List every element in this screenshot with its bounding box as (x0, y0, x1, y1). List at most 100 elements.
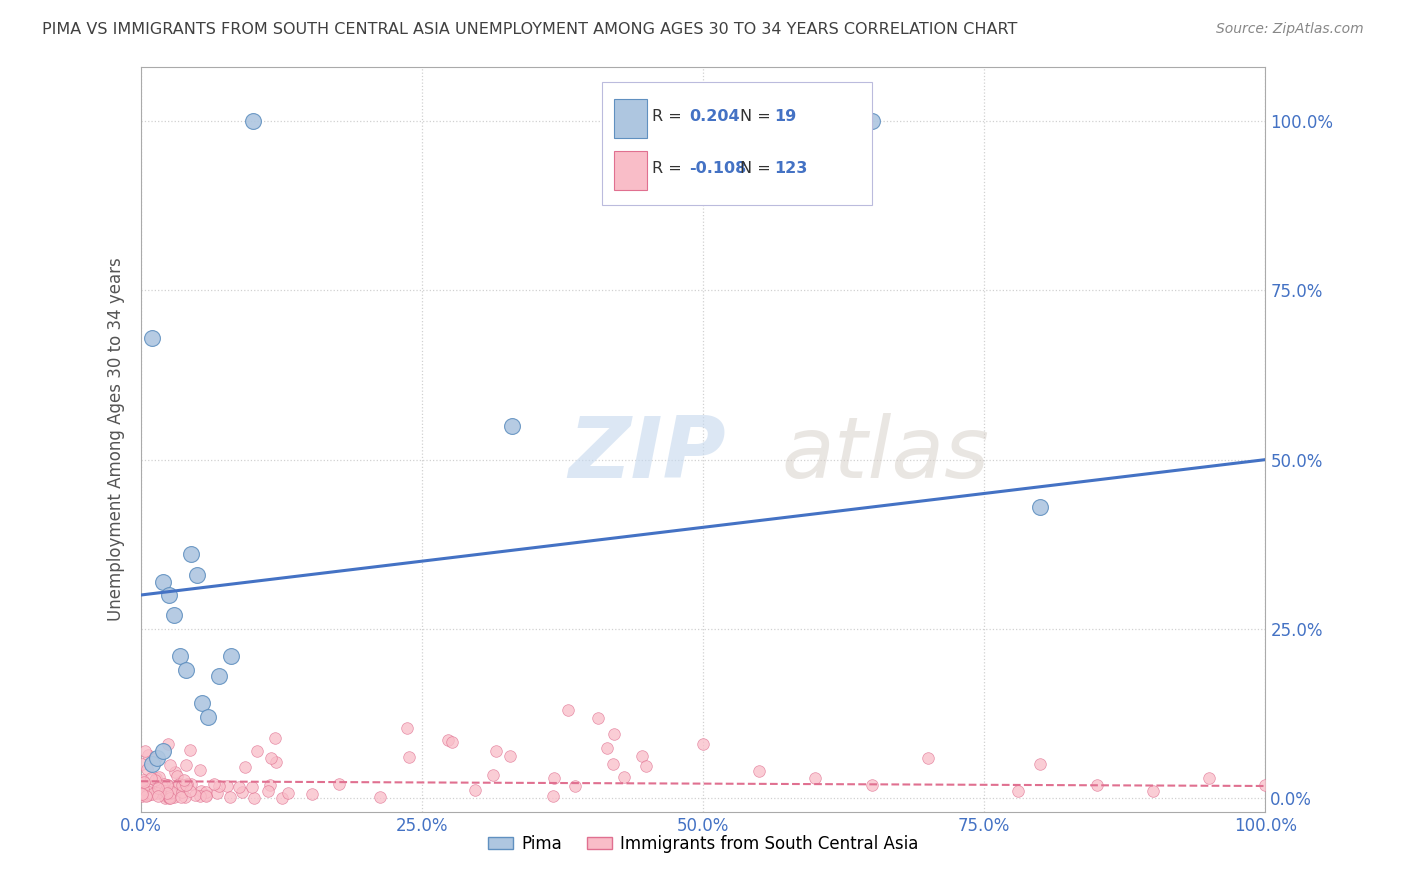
Point (202, 776, 225, 790)
Point (277, 786, 299, 800)
Point (138, 785, 160, 799)
Point (132, 782, 155, 797)
Point (145, 771, 167, 785)
Point (150, 779, 173, 793)
Text: 0.204: 0.204 (689, 110, 740, 124)
Point (184, 789, 207, 803)
Point (179, 743, 201, 757)
Point (301, 787, 323, 801)
Point (485, 744, 508, 758)
Point (596, 741, 619, 756)
Point (586, 711, 609, 725)
Point (160, 786, 183, 800)
Point (157, 781, 180, 796)
Point (180, 548, 202, 562)
Point (260, 750, 283, 764)
Point (398, 750, 420, 764)
Point (135, 789, 157, 803)
Point (188, 763, 211, 777)
Point (172, 779, 194, 793)
Text: Source: ZipAtlas.com: Source: ZipAtlas.com (1216, 22, 1364, 37)
Point (174, 663, 197, 677)
Point (152, 744, 174, 758)
Text: N =: N = (740, 110, 776, 124)
Point (157, 737, 180, 751)
Point (153, 789, 176, 803)
FancyBboxPatch shape (602, 82, 872, 204)
Point (145, 751, 167, 765)
Point (564, 779, 586, 793)
Point (148, 784, 170, 798)
Point (186, 567, 208, 582)
Point (328, 776, 350, 790)
Text: N =: N = (740, 161, 776, 177)
Point (231, 785, 253, 799)
Text: 19: 19 (773, 110, 796, 124)
Point (131, 789, 153, 803)
Point (240, 780, 263, 794)
Point (208, 669, 231, 683)
Point (440, 735, 463, 749)
Point (157, 791, 180, 805)
Point (259, 778, 281, 792)
Point (156, 786, 179, 800)
Point (263, 731, 285, 745)
Point (541, 789, 564, 803)
Point (162, 785, 184, 799)
Point (205, 786, 228, 800)
Point (156, 778, 179, 792)
Point (208, 779, 231, 793)
Point (156, 778, 179, 792)
Point (191, 697, 214, 711)
Point (172, 785, 194, 799)
Point (1198, 771, 1220, 785)
Text: PIMA VS IMMIGRANTS FROM SOUTH CENTRAL ASIA UNEMPLOYMENT AMONG AGES 30 TO 34 YEAR: PIMA VS IMMIGRANTS FROM SOUTH CENTRAL AS… (42, 22, 1018, 37)
Text: R =: R = (652, 110, 688, 124)
Point (166, 769, 188, 783)
Point (396, 722, 419, 736)
Point (170, 789, 193, 804)
Point (148, 770, 170, 784)
Point (636, 759, 658, 773)
Point (159, 791, 181, 805)
Point (152, 776, 174, 790)
Text: R =: R = (652, 161, 688, 177)
Point (157, 789, 180, 804)
Point (860, 114, 883, 128)
Point (139, 771, 162, 785)
Point (1142, 784, 1164, 798)
Point (141, 788, 163, 802)
Point (242, 791, 264, 805)
Point (1254, 778, 1277, 792)
Point (163, 764, 186, 779)
Point (233, 760, 256, 774)
Point (860, 778, 883, 792)
Point (1007, 784, 1029, 798)
Point (176, 777, 198, 791)
Point (264, 755, 287, 769)
Point (246, 744, 269, 758)
Point (257, 784, 280, 798)
Point (163, 780, 186, 795)
Point (138, 788, 160, 802)
Point (143, 772, 166, 787)
Point (804, 771, 827, 785)
FancyBboxPatch shape (614, 99, 647, 137)
Point (146, 784, 169, 798)
Point (146, 781, 169, 796)
Point (163, 608, 186, 623)
Point (271, 791, 294, 805)
Point (131, 784, 153, 798)
Point (169, 648, 191, 663)
Point (197, 710, 219, 724)
Point (501, 418, 523, 433)
Point (136, 748, 159, 763)
Point (153, 784, 176, 798)
Point (152, 574, 174, 589)
Point (131, 756, 153, 771)
Point (159, 758, 181, 772)
Point (215, 779, 238, 793)
Point (131, 788, 153, 802)
Point (368, 790, 391, 805)
Text: 123: 123 (773, 161, 807, 177)
